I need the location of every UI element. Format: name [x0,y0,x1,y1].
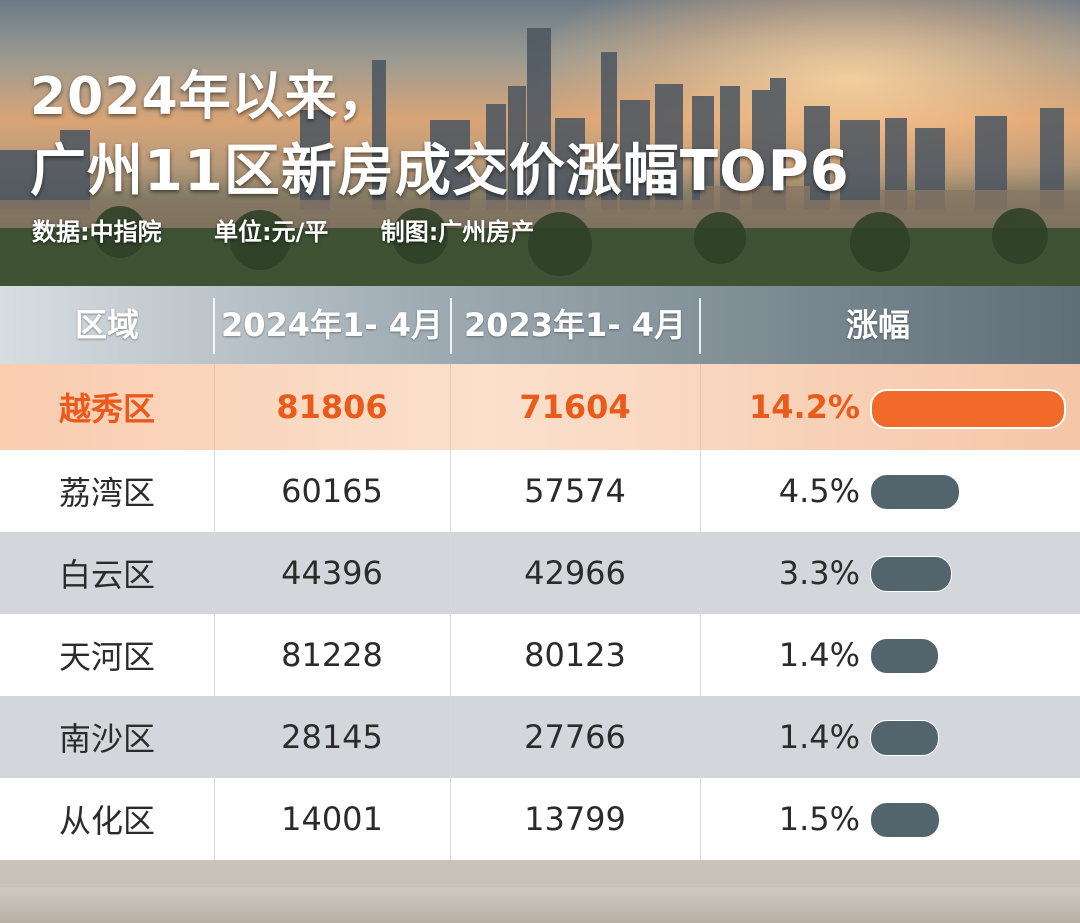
column-header-2024: 2024年1- 4月 [220,306,444,344]
value-2024-cell: 81228 [281,636,383,674]
column-divider [450,614,451,696]
change-bar [870,802,940,838]
change-bar [870,389,1066,429]
change-cell: 4.5% [778,472,860,510]
column-divider [214,696,215,778]
value-2024-cell: 60165 [281,472,383,510]
change-bar [870,556,952,592]
credit-label: 制图:广州房产 [380,218,535,246]
region-cell: 从化区 [58,802,155,840]
column-divider [214,778,215,860]
unit-label: 单位:元/平 [213,218,329,246]
change-cell: 14.2% [748,388,860,426]
change-bar [870,638,939,674]
region-cell: 荔湾区 [58,474,155,512]
column-divider [214,532,215,614]
table-row: 越秀区 81806 71604 14.2% [0,364,1080,450]
change-cell: 1.4% [778,718,860,756]
column-divider [700,614,701,696]
table-row: 荔湾区 60165 57574 4.5% [0,450,1080,532]
column-divider [450,364,451,450]
data-source: 数据:中指院 [32,218,162,246]
header-divider [699,298,701,354]
region-cell: 白云区 [58,556,155,594]
value-2024-cell: 14001 [281,800,383,838]
column-header-2023: 2023年1- 4月 [463,306,687,344]
column-divider [450,532,451,614]
column-divider [214,614,215,696]
header-divider [450,298,452,354]
column-divider [700,364,701,450]
table-row: 从化区 14001 13799 1.5% [0,778,1080,860]
chart-title-line2: 广州11区新房成交价涨幅TOP6 [30,139,850,204]
column-divider [214,450,215,532]
value-2023-cell: 80123 [524,636,626,674]
column-divider [450,696,451,778]
value-2023-cell: 27766 [524,718,626,756]
table-header: 区域 2024年1- 4月 2023年1- 4月 涨幅 [0,286,1080,364]
table-row: 白云区 44396 42966 3.3% [0,532,1080,614]
column-divider [700,778,701,860]
column-divider [700,532,701,614]
table-body: 越秀区 81806 71604 14.2% 荔湾区 60165 57574 4.5% 白云区 44… [0,364,1080,860]
table-row: 南沙区 28145 27766 1.4% [0,696,1080,778]
change-bar [870,720,939,756]
chart-meta: 数据:中指院 单位:元/平 制图:广州房产 [32,212,578,247]
change-bar [870,474,960,510]
column-divider [450,778,451,860]
column-divider [700,450,701,532]
column-divider [214,364,215,450]
change-cell: 1.4% [778,636,860,674]
change-cell: 3.3% [778,554,860,592]
value-2024-cell: 81806 [276,388,388,426]
column-header-region: 区域 [74,306,139,344]
region-cell: 南沙区 [58,720,155,758]
price-table: 区域 2024年1- 4月 2023年1- 4月 涨幅 越秀区 81806 7160… [0,286,1080,860]
value-2023-cell: 42966 [524,554,626,592]
column-divider [700,696,701,778]
change-cell: 1.5% [778,800,860,838]
region-cell: 越秀区 [58,390,155,428]
table-row: 天河区 81228 80123 1.4% [0,614,1080,696]
chart-title-line1: 2024年以来， [30,67,391,127]
value-2024-cell: 28145 [281,718,383,756]
column-divider [450,450,451,532]
value-2023-cell: 13799 [524,800,626,838]
skyline-illustration [0,28,1080,286]
value-2023-cell: 57574 [524,472,626,510]
column-header-change: 涨幅 [845,306,910,344]
footer-strip [0,887,1080,923]
value-2024-cell: 44396 [281,554,383,592]
region-cell: 天河区 [58,638,155,676]
value-2023-cell: 71604 [519,388,631,426]
header-divider [213,298,215,354]
header-photo: 2024年以来， 广州11区新房成交价涨幅TOP6 数据:中指院 单位:元/平 … [0,0,1080,286]
